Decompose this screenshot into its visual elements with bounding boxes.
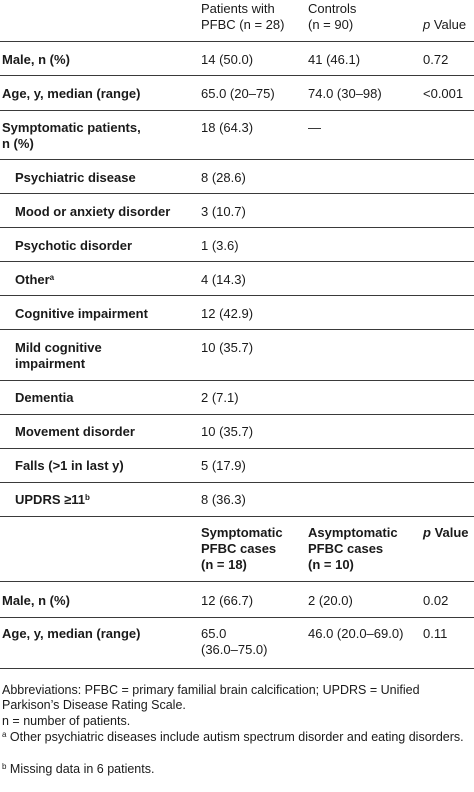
divider — [0, 448, 474, 449]
header-symptomatic: Symptomatic PFBC cases (n = 18) — [201, 525, 283, 572]
divider — [0, 159, 474, 160]
footnote-abbreviations: Abbreviations: PFBC = primary familial b… — [2, 683, 420, 712]
divider — [0, 581, 474, 582]
divider — [0, 227, 474, 228]
divider — [0, 193, 474, 194]
divider — [0, 329, 474, 330]
divider — [0, 261, 474, 262]
footnote-b: b Missing data in 6 patients. — [2, 762, 155, 776]
header-asymptomatic: Asymptomatic PFBC cases (n = 10) — [308, 525, 398, 572]
header-p-value-2: p Value — [423, 525, 469, 540]
footnote-a: a Other psychiatric diseases include aut… — [2, 730, 464, 744]
divider — [0, 668, 474, 669]
divider — [0, 75, 474, 76]
divider — [0, 380, 474, 381]
divider — [0, 414, 474, 415]
divider — [0, 41, 474, 42]
header-pfbc-patients: Patients with PFBC (n = 28) — [201, 1, 285, 32]
footnote-n-definition: n = number of patients. — [2, 714, 131, 728]
header-p-value: p Value — [423, 17, 467, 32]
header-controls: Controls (n = 90) — [308, 1, 357, 32]
divider — [0, 295, 474, 296]
divider — [0, 617, 474, 618]
divider — [0, 482, 474, 483]
divider — [0, 110, 474, 111]
divider — [0, 516, 474, 517]
